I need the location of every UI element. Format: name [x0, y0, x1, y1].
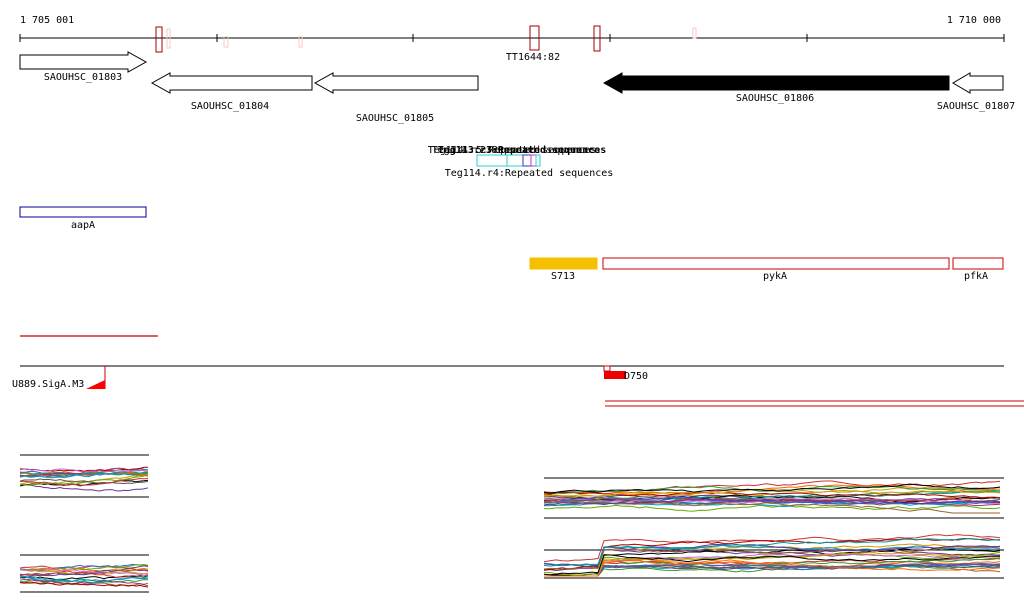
ruler-end-label: 1 710 000: [947, 15, 1001, 26]
profile-trace: [543, 498, 1000, 506]
tss-marker-outline[interactable]: [603, 365, 611, 372]
profile-trace: [544, 562, 1001, 577]
gene-label: SAOUHSC_01804: [191, 101, 269, 112]
promoter-track: U889.SigA.M3 D750: [12, 365, 1024, 407]
profile-trace: [543, 504, 1001, 512]
profile-trace: [543, 488, 1001, 498]
expression-profile-panel: [19, 454, 149, 498]
profile-trace: [19, 581, 149, 588]
profile-trace: [544, 560, 1001, 577]
terminator-marker-faint[interactable]: [298, 36, 303, 48]
repeat-segment[interactable]: [535, 154, 541, 167]
feature-pfka[interactable]: [952, 257, 1004, 270]
gene-arrow-saouhsc-01803[interactable]: [19, 51, 148, 73]
expression-profile-panel: [543, 534, 1004, 579]
profile-trace: [543, 534, 1001, 563]
profile-trace: [543, 537, 1001, 567]
gene-arrow-saouhsc-01806[interactable]: [602, 72, 950, 94]
profile-trace: [543, 497, 1001, 504]
profile-trace: [543, 483, 1001, 494]
repeat-track: Teg113.r3:Repeated sequences Teg114.r5:R…: [428, 145, 614, 179]
profile-trace: [544, 553, 1000, 577]
feature-label: pfkA: [964, 271, 988, 282]
profile-trace: [543, 501, 1000, 514]
terminator-label: TT1644:82: [506, 52, 560, 63]
repeat-overlap-label-ghost: Teg113.r3:Repeated sequences: [438, 145, 607, 156]
gene-arrow-saouhsc-01807[interactable]: [952, 72, 1004, 94]
promoter-label: U889.SigA.M3: [12, 379, 84, 390]
repeat-segment[interactable]: [476, 154, 508, 167]
repeat-overlap-label-ghost: Teg114.r5:Repeated sequences: [428, 145, 597, 156]
gene-label: SAOUHSC_01805: [356, 113, 434, 124]
repeat-segment[interactable]: [506, 154, 524, 167]
repeat-segment[interactable]: [530, 154, 537, 167]
feature-track: aapA S713 pykA pfkA: [19, 206, 1004, 282]
terminator-marker[interactable]: [155, 26, 163, 53]
gene-track: SAOUHSC_01803 SAOUHSC_01804 SAOUHSC_0180…: [19, 51, 1015, 124]
gene-label: SAOUHSC_01807: [937, 101, 1015, 112]
feature-s713[interactable]: [529, 257, 598, 270]
gene-arrow-saouhsc-01805[interactable]: [313, 72, 479, 94]
profile-trace: [20, 483, 149, 492]
profile-trace: [543, 543, 1001, 568]
profile-trace: [19, 578, 149, 587]
profile-trace: [19, 575, 149, 584]
terminator-marker-faint[interactable]: [692, 27, 697, 39]
profile-trace: [19, 467, 149, 473]
gene-label: SAOUHSC_01806: [736, 93, 814, 104]
repeat-bottom-label: Teg114.r4:Repeated sequences: [445, 168, 614, 179]
profile-trace: [19, 565, 149, 572]
profile-trace: [19, 565, 149, 576]
profile-trace: [19, 568, 149, 576]
repeat-segment[interactable]: [522, 154, 532, 167]
profile-trace: [19, 475, 149, 486]
profile-trace: [19, 570, 149, 578]
profile-trace: [543, 554, 1000, 576]
terminator-marker[interactable]: [593, 25, 601, 52]
terminator-track: TT1644:82: [155, 25, 697, 63]
profile-trace: [544, 557, 1001, 577]
profile-trace: [19, 477, 149, 487]
profile-trace: [19, 471, 149, 476]
profile-trace: [19, 564, 149, 571]
expression-profile-panel: [543, 477, 1004, 519]
ruler-start-label: 1 705 001: [20, 15, 74, 26]
feature-aapa[interactable]: [19, 206, 147, 218]
terminator-marker-faint[interactable]: [223, 36, 229, 48]
feature-label: pykA: [763, 271, 787, 282]
profile-trace: [543, 545, 1001, 570]
terminator-marker[interactable]: [529, 25, 540, 51]
profile-trace: [19, 575, 149, 581]
feature-label: aapA: [71, 220, 95, 231]
tss-label: D750: [624, 371, 648, 382]
promoter-marker-triangle[interactable]: [86, 380, 105, 389]
profile-trace: [544, 552, 1001, 577]
tss-marker[interactable]: [604, 371, 626, 379]
position-ruler: 1 705 001 1 710 000: [19, 15, 1005, 42]
feature-label: S713: [551, 271, 575, 282]
expression-profile-panel: [19, 554, 149, 593]
gene-arrow-saouhsc-01804[interactable]: [150, 72, 313, 94]
profile-trace: [19, 563, 149, 572]
terminator-marker-faint[interactable]: [166, 28, 171, 49]
feature-pyka[interactable]: [602, 257, 950, 270]
profile-trace: [19, 478, 149, 485]
gene-label: SAOUHSC_01803: [44, 72, 122, 83]
profile-trace: [544, 491, 1001, 499]
repeat-overlap-label: Teg114.r2:Repeated sequences: [432, 145, 601, 156]
